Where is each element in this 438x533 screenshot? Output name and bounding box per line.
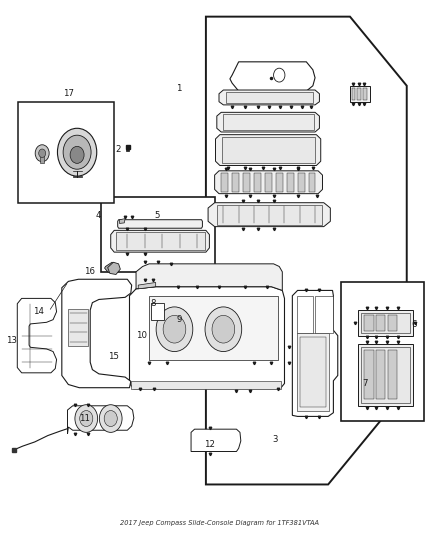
Polygon shape xyxy=(67,406,134,434)
Bar xyxy=(357,88,361,100)
Polygon shape xyxy=(208,203,330,227)
Text: 2017 Jeep Compass Slide-Console Diagram for 1TF381VTAA: 2017 Jeep Compass Slide-Console Diagram … xyxy=(120,520,318,526)
Text: 9: 9 xyxy=(177,315,182,324)
Circle shape xyxy=(39,149,46,158)
Text: 1: 1 xyxy=(177,84,182,93)
Bar xyxy=(243,173,250,191)
Polygon shape xyxy=(215,135,321,165)
Bar xyxy=(254,173,261,191)
Circle shape xyxy=(35,145,49,162)
Text: 15: 15 xyxy=(108,352,119,361)
Polygon shape xyxy=(206,17,407,484)
Circle shape xyxy=(57,128,97,176)
Polygon shape xyxy=(105,262,118,273)
Text: 16: 16 xyxy=(84,268,95,276)
Bar xyxy=(388,351,397,399)
Bar xyxy=(315,296,332,333)
Circle shape xyxy=(104,410,117,426)
Bar xyxy=(300,337,326,407)
Bar xyxy=(222,137,315,164)
Bar xyxy=(131,381,281,389)
Polygon shape xyxy=(292,290,338,416)
Bar xyxy=(73,176,82,177)
Bar xyxy=(232,173,239,191)
Bar xyxy=(223,115,314,130)
Bar xyxy=(297,333,329,411)
Bar xyxy=(151,303,164,320)
Bar xyxy=(68,309,88,346)
Polygon shape xyxy=(17,298,57,373)
Bar xyxy=(276,173,283,191)
Text: 8: 8 xyxy=(150,299,155,308)
Polygon shape xyxy=(191,429,241,451)
Bar xyxy=(265,173,272,191)
Text: 14: 14 xyxy=(33,307,44,316)
Circle shape xyxy=(80,410,93,426)
Bar xyxy=(358,310,413,336)
Text: 10: 10 xyxy=(136,331,147,340)
Circle shape xyxy=(205,307,242,352)
Bar xyxy=(361,313,410,333)
Bar xyxy=(149,296,278,360)
Text: 13: 13 xyxy=(6,336,17,345)
Text: 11: 11 xyxy=(79,414,90,423)
Bar xyxy=(364,315,374,331)
Text: 4: 4 xyxy=(95,212,101,221)
Polygon shape xyxy=(215,171,322,193)
Bar xyxy=(376,351,385,399)
Polygon shape xyxy=(130,287,285,389)
Polygon shape xyxy=(217,112,319,132)
Text: 17: 17 xyxy=(63,89,74,98)
Bar xyxy=(221,173,228,191)
Bar xyxy=(364,351,374,399)
Polygon shape xyxy=(138,282,155,289)
Bar xyxy=(352,88,355,100)
Bar xyxy=(341,282,424,421)
Polygon shape xyxy=(136,264,283,290)
Polygon shape xyxy=(62,279,132,387)
Text: 5: 5 xyxy=(155,212,160,221)
Bar xyxy=(287,173,293,191)
Polygon shape xyxy=(230,62,315,91)
Bar xyxy=(116,232,205,250)
Text: 12: 12 xyxy=(204,440,215,449)
Text: 6: 6 xyxy=(411,320,417,329)
Bar xyxy=(297,296,313,333)
Bar xyxy=(358,344,413,406)
Circle shape xyxy=(99,405,122,432)
Polygon shape xyxy=(120,219,125,223)
Bar xyxy=(350,86,370,102)
Text: 3: 3 xyxy=(272,435,278,444)
Circle shape xyxy=(212,316,235,343)
Text: 2: 2 xyxy=(115,145,121,154)
Bar xyxy=(363,88,367,100)
Circle shape xyxy=(70,147,84,164)
Bar xyxy=(308,173,315,191)
Circle shape xyxy=(63,135,91,169)
Text: 7: 7 xyxy=(362,379,367,388)
Circle shape xyxy=(156,307,193,352)
Bar xyxy=(388,315,397,331)
Polygon shape xyxy=(219,90,319,105)
Bar xyxy=(101,197,215,272)
Bar xyxy=(226,92,313,103)
Polygon shape xyxy=(111,230,209,252)
Bar xyxy=(376,315,385,331)
Bar xyxy=(40,157,44,163)
Bar xyxy=(18,102,114,203)
Polygon shape xyxy=(127,147,130,151)
Circle shape xyxy=(274,68,285,82)
Bar xyxy=(297,173,304,191)
Polygon shape xyxy=(118,220,202,228)
Polygon shape xyxy=(108,262,120,274)
Circle shape xyxy=(163,316,186,343)
Bar xyxy=(217,205,322,224)
Bar xyxy=(361,348,410,402)
Circle shape xyxy=(75,405,98,432)
